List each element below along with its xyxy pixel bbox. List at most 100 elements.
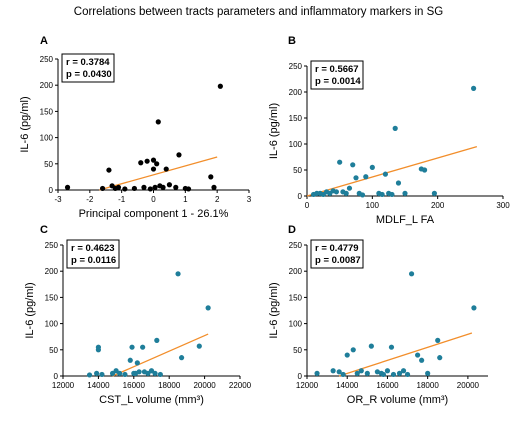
data-point <box>363 174 369 180</box>
y-tick-label: 200 <box>289 88 303 97</box>
stats-box <box>66 239 120 269</box>
y-tick-label: 100 <box>289 140 303 149</box>
y-tick-label: 250 <box>45 241 59 250</box>
data-point <box>390 371 397 378</box>
data-point <box>176 152 182 158</box>
y-tick-label: 0 <box>49 186 54 195</box>
data-point <box>415 352 421 358</box>
data-point <box>364 370 370 376</box>
panel-c: 12000 14000 16000 18000 20000 22000 0 50 100 150 2… <box>24 224 252 406</box>
y-tick-label: 250 <box>289 62 303 71</box>
data-point <box>395 180 402 186</box>
data-point <box>185 186 192 192</box>
stats-box <box>310 60 364 90</box>
y-tick-label: 0 <box>298 192 303 201</box>
y-tick-label: 100 <box>45 320 59 329</box>
data-point <box>336 369 342 375</box>
x-tick-label: 20000 <box>193 381 216 390</box>
regression-line <box>112 333 209 377</box>
data-point <box>379 191 385 198</box>
data-point <box>330 368 336 374</box>
data-point <box>396 370 403 376</box>
y-axis-label: IL-6 (pg/ml) <box>268 282 280 338</box>
data-point <box>122 371 128 378</box>
data-point <box>384 368 391 374</box>
x-tick-label: 14000 <box>87 381 110 390</box>
x-tick-label: 300 <box>496 201 510 210</box>
data-point <box>160 184 166 190</box>
y-tick-label: 50 <box>293 166 302 175</box>
data-point <box>154 161 160 167</box>
x-tick-label: 14000 <box>336 381 359 390</box>
y-tick-label: 200 <box>289 267 303 276</box>
p-value: p = 0.0430 <box>66 69 112 80</box>
data-point <box>155 119 161 125</box>
data-point <box>422 167 428 173</box>
p-value: p = 0.0116 <box>71 255 116 266</box>
data-point <box>437 355 443 361</box>
data-point <box>471 85 477 91</box>
r-value: r = 0.5667 <box>315 64 359 75</box>
data-point <box>382 171 388 177</box>
data-point <box>131 185 137 192</box>
data-point <box>350 162 356 168</box>
y-tick-label: 0 <box>298 372 303 381</box>
y-tick-label: 250 <box>40 55 54 64</box>
data-point <box>134 360 140 366</box>
x-tick-label: 0 <box>305 201 310 210</box>
regression-line <box>306 145 478 197</box>
x-tick-label: 1 <box>183 195 188 204</box>
data-point <box>369 164 375 170</box>
data-point <box>157 371 163 378</box>
data-point <box>99 371 105 378</box>
data-point <box>95 347 101 353</box>
data-point <box>353 175 359 181</box>
x-axis-label: Principal component 1 - 26.1% <box>79 208 229 220</box>
stats-box <box>310 239 364 269</box>
data-point <box>136 369 142 375</box>
panel-letter: B <box>288 35 296 47</box>
data-point <box>358 368 364 374</box>
r-value: r = 0.4623 <box>71 243 115 254</box>
y-axis-label: IL-6 (pg/ml) <box>19 96 31 152</box>
data-point <box>129 344 135 350</box>
x-tick-label: 20000 <box>457 381 480 390</box>
y-tick-label: 100 <box>40 134 54 143</box>
data-point <box>127 357 133 363</box>
data-point <box>471 305 477 311</box>
data-point <box>117 370 123 376</box>
data-point <box>419 357 425 363</box>
data-point <box>122 186 128 192</box>
x-axis-label: MDLF_L FA <box>376 214 435 226</box>
data-point <box>163 166 169 172</box>
data-point <box>109 370 116 376</box>
data-point <box>178 355 185 361</box>
panel-letter: C <box>40 224 48 236</box>
data-point <box>435 337 441 343</box>
x-tick-label: 100 <box>366 201 380 210</box>
x-axis-label: OR_R volume (mm³) <box>347 394 448 406</box>
data-point <box>144 158 150 164</box>
p-value: p = 0.0087 <box>315 255 361 266</box>
panel-letter: D <box>288 224 296 236</box>
data-point <box>340 371 346 378</box>
data-point <box>388 344 395 350</box>
data-point <box>344 352 350 358</box>
data-point <box>389 191 395 198</box>
y-tick-label: 100 <box>289 320 303 329</box>
data-point <box>425 370 431 376</box>
data-point <box>392 125 398 131</box>
panel-letter: A <box>40 35 48 47</box>
data-point <box>374 369 380 375</box>
data-point <box>64 184 71 190</box>
stats-box <box>61 53 115 83</box>
data-point <box>150 166 157 172</box>
x-tick-label: 0 <box>151 195 156 204</box>
panel-b: 0 100 200 300 0 50 100 150 200 250 MDLF_L FA IL-6 (… <box>268 35 510 226</box>
p-value: p = 0.0014 <box>315 76 361 87</box>
data-point <box>94 370 100 376</box>
data-point <box>138 160 144 166</box>
x-tick-label: 16000 <box>123 381 146 390</box>
data-point <box>113 368 119 374</box>
